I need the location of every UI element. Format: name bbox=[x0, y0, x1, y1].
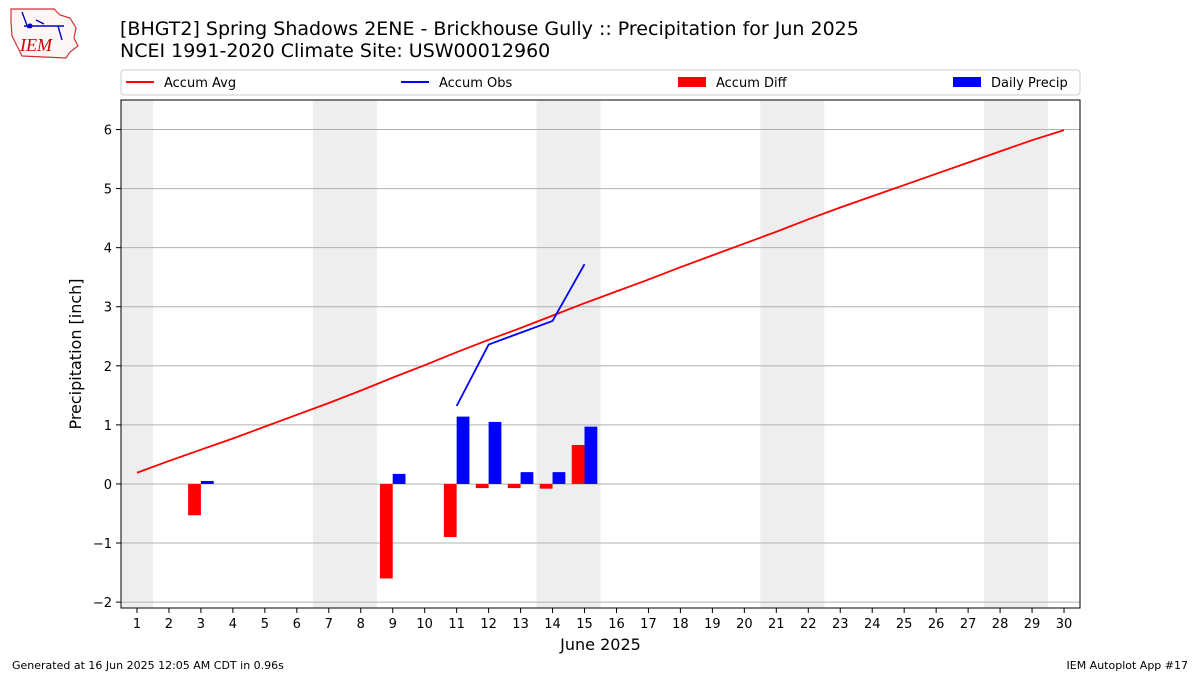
chart-subtitle: NCEI 1991-2020 Climate Site: USW00012960 bbox=[120, 40, 551, 62]
app-credit: IEM Autoplot App #17 bbox=[1066, 659, 1189, 672]
x-tick-label: 22 bbox=[800, 617, 817, 632]
accum-diff-bar bbox=[188, 483, 201, 516]
x-tick-label: 24 bbox=[864, 617, 881, 632]
y-tick-label: −1 bbox=[93, 537, 112, 552]
iem-logo: IEM bbox=[8, 6, 80, 60]
weekend-shade bbox=[760, 100, 825, 608]
logo-text: IEM bbox=[19, 35, 53, 55]
y-tick-label: 5 bbox=[104, 183, 112, 198]
x-tick-label: 21 bbox=[768, 617, 785, 632]
x-tick-label: 10 bbox=[416, 617, 433, 632]
daily-precip-bar bbox=[488, 421, 502, 484]
x-tick-label: 11 bbox=[448, 617, 465, 632]
legend-patch-swatch bbox=[953, 77, 981, 87]
x-tick-label: 9 bbox=[389, 617, 397, 632]
weekend-shade bbox=[312, 100, 377, 608]
accum-avg-line bbox=[136, 129, 1065, 474]
generated-timestamp: Generated at 16 Jun 2025 12:05 AM CDT in… bbox=[12, 659, 284, 672]
y-tick-label: 3 bbox=[104, 301, 112, 316]
plot-frame bbox=[120, 99, 1081, 609]
accum-diff-bar bbox=[571, 444, 585, 484]
x-tick-label: 28 bbox=[992, 617, 1009, 632]
x-tick-label: 15 bbox=[576, 617, 593, 632]
x-tick-label: 2 bbox=[165, 617, 173, 632]
x-tick-label: 30 bbox=[1056, 617, 1073, 632]
daily-precip-bar bbox=[552, 472, 566, 484]
daily-precip-bar bbox=[200, 481, 214, 484]
x-tick-label: 25 bbox=[896, 617, 913, 632]
x-tick-label: 3 bbox=[197, 617, 205, 632]
legend-label: Daily Precip bbox=[991, 76, 1068, 91]
x-tick-label: 7 bbox=[325, 617, 333, 632]
y-axis-label: Precipitation [inch] bbox=[66, 278, 85, 429]
x-tick-label: 13 bbox=[512, 617, 529, 632]
x-tick-label: 18 bbox=[672, 617, 689, 632]
x-tick-label: 12 bbox=[480, 617, 497, 632]
x-tick-label: 14 bbox=[544, 617, 561, 632]
weekend-shade bbox=[536, 100, 601, 608]
legend-patch-swatch bbox=[678, 77, 706, 87]
weekend-shade bbox=[121, 100, 153, 608]
x-tick-label: 5 bbox=[261, 617, 269, 632]
accum-diff-bar bbox=[539, 483, 553, 489]
y-tick-label: 1 bbox=[104, 419, 112, 434]
accum-diff-bar bbox=[379, 483, 393, 579]
legend-label: Accum Diff bbox=[716, 76, 788, 91]
accum-diff-bar bbox=[507, 483, 521, 489]
chart-title: [BHGT2] Spring Shadows 2ENE - Brickhouse… bbox=[120, 18, 859, 40]
x-tick-label: 6 bbox=[293, 617, 301, 632]
x-tick-label: 23 bbox=[832, 617, 849, 632]
x-tick-label: 4 bbox=[229, 617, 237, 632]
legend-label: Accum Obs bbox=[439, 76, 512, 91]
y-tick-label: 6 bbox=[104, 124, 112, 139]
x-tick-label: 8 bbox=[357, 617, 365, 632]
x-tick-label: 17 bbox=[640, 617, 657, 632]
daily-precip-bar bbox=[584, 426, 598, 484]
x-tick-label: 29 bbox=[1024, 617, 1041, 632]
x-tick-label: 27 bbox=[960, 617, 977, 632]
x-axis-label: June 2025 bbox=[559, 635, 641, 654]
x-tick-label: 1 bbox=[133, 617, 141, 632]
accum-diff-bar bbox=[443, 483, 457, 538]
accum-diff-bar bbox=[475, 483, 489, 489]
daily-precip-bar bbox=[456, 416, 470, 484]
weekend-shade bbox=[984, 100, 1049, 608]
legend-box bbox=[120, 69, 1081, 96]
y-tick-label: 0 bbox=[104, 478, 112, 493]
x-tick-label: 19 bbox=[704, 617, 721, 632]
daily-precip-bar bbox=[520, 472, 534, 484]
x-tick-label: 20 bbox=[736, 617, 753, 632]
legend-label: Accum Avg bbox=[164, 76, 236, 91]
accum-obs-line bbox=[455, 263, 586, 407]
y-tick-label: 2 bbox=[104, 360, 112, 375]
x-tick-label: 16 bbox=[608, 617, 625, 632]
y-tick-label: 4 bbox=[104, 242, 112, 257]
y-tick-label: −2 bbox=[93, 596, 112, 611]
x-tick-label: 26 bbox=[928, 617, 945, 632]
daily-precip-bar bbox=[392, 473, 406, 484]
